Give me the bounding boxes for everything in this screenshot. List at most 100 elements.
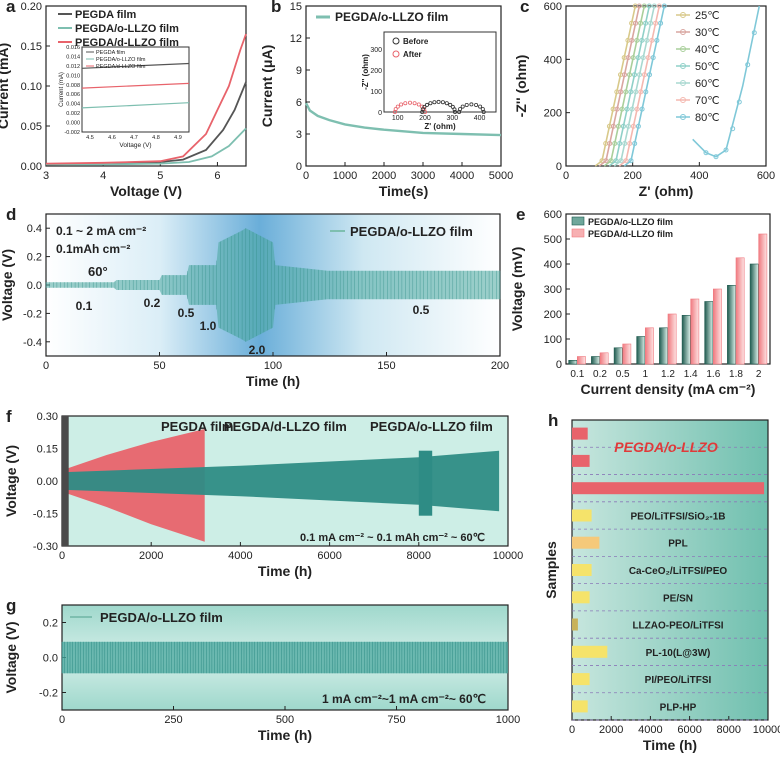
legend-entry: PEGDA/d-LLZO film (224, 419, 347, 434)
inset-x-tick: 100 (392, 115, 404, 122)
voltage-band-o-llzo (62, 450, 500, 512)
bar (644, 327, 654, 365)
impedance-point (636, 3, 642, 9)
inset-before-point (481, 110, 486, 115)
impedance-point (618, 158, 624, 164)
bar (572, 509, 592, 522)
inset-x-tick: 4.7 (130, 135, 138, 141)
y-tick-label: 0.00 (37, 476, 58, 488)
bar (572, 427, 588, 440)
inset-before-point (422, 104, 427, 109)
x-tick-label: 0 (43, 360, 49, 372)
impedance-point (644, 37, 650, 43)
impedance-point (745, 62, 751, 68)
x-tick-label: 8000 (407, 550, 431, 562)
x-tick-label: 50 (153, 360, 165, 372)
panel-letter: c (520, 0, 529, 16)
inset-legend-marker (392, 37, 400, 45)
impedance-point (639, 106, 645, 112)
impedance-point (646, 3, 652, 9)
x-tick-label: 1.6 (706, 369, 720, 380)
y-tick-label: 9 (296, 65, 302, 77)
inset-legend-entry: PEGDA film (96, 50, 125, 56)
sample-label: PPL (668, 539, 687, 550)
bar (735, 257, 745, 365)
bar (572, 673, 590, 686)
inset-y-tick: 0.006 (66, 92, 80, 98)
bar (622, 343, 632, 365)
impedance-point (647, 72, 652, 78)
inset-after-point (393, 107, 398, 112)
y-axis-label: Current (μA) (259, 45, 275, 127)
inset-legend-marker (392, 50, 400, 58)
x-axis-label: Time (h) (246, 373, 300, 389)
y-tick-label: 0 (556, 161, 562, 173)
y-tick-label: 0.30 (37, 411, 58, 423)
impedance-point (619, 106, 625, 112)
impedance-point (625, 55, 631, 61)
y-tick-label: 0.00 (21, 161, 42, 173)
panel-letter: b (271, 0, 281, 16)
x-tick-label: 2000 (139, 550, 163, 562)
inset-y-tick: 0.016 (66, 45, 80, 51)
y-tick-label: 0.15 (21, 41, 42, 53)
panel-f: 0 2000 4000 6000 8000 10000 -0.30 -0.15 0.00 0.15… (3, 407, 523, 579)
legend-marker (680, 46, 686, 52)
x-axis-label: Z' (ohm) (639, 183, 694, 199)
impedance-point (634, 37, 640, 43)
panel-letter: a (6, 0, 16, 16)
inset-after-point (422, 110, 427, 115)
x-tick-label: 5 (157, 170, 163, 182)
x-tick-label: 0 (59, 714, 65, 726)
voltage-envelope (46, 228, 500, 342)
inset-frame (81, 46, 190, 133)
rate-label: 2.0 (249, 343, 266, 357)
impedance-line (603, 5, 646, 167)
plot-frame (565, 5, 767, 167)
panel-h-background (572, 420, 768, 720)
inset-legend-entry: Before (403, 37, 429, 46)
impedance-point (703, 150, 709, 156)
highlight-label: PEGDA/o-LLZO (614, 439, 718, 455)
impedance-point (639, 37, 645, 43)
inset-after-point (412, 101, 417, 106)
impedance-point (629, 37, 635, 43)
impedance-point (613, 158, 619, 164)
impedance-point (649, 37, 655, 43)
rate-label: 0.2 (144, 296, 161, 310)
sample-label: PL-10(L@3W) (646, 648, 711, 659)
impedance-point (638, 89, 644, 95)
panel-b: 0 1000 2000 3000 4000 500003691215bTime(s)Cur… (259, 0, 513, 199)
inset-after-point (395, 104, 400, 109)
impedance-point (618, 89, 624, 95)
bar (576, 356, 586, 365)
bar (599, 352, 609, 365)
plot-frame (305, 5, 502, 167)
series-line-b (304, 102, 502, 137)
inset-x-tick: 4.5 (86, 135, 94, 141)
inset-after-point (403, 101, 408, 106)
inset-legend-entry: After (403, 50, 422, 59)
legend-marker (680, 80, 686, 86)
bar (591, 356, 600, 365)
impedance-point (658, 20, 664, 26)
impedance-point (622, 141, 628, 146)
impedance-point (638, 20, 644, 26)
inset-x-tick: 400 (474, 115, 486, 122)
impedance-point (713, 154, 719, 160)
inset-before-point (452, 107, 457, 112)
inset-x-tick: 4.8 (152, 135, 160, 141)
rate-label: 0.5 (178, 306, 195, 320)
impedance-point (620, 123, 626, 129)
panel-h: 0 2000 4000 6000 8000 10000 h Time (h) Samples PE… (543, 411, 780, 753)
inset-before-point (452, 110, 457, 115)
inset-y-tick: 100 (370, 89, 382, 96)
impedance-point (645, 55, 651, 61)
x-tick-label: 500 (276, 714, 294, 726)
panel-letter: g (6, 596, 16, 615)
legend-entry: PEGDA film (75, 9, 137, 21)
x-axis-label: Time(s) (379, 183, 429, 199)
impedance-point (723, 147, 729, 153)
y-axis-label: Voltage (mV) (509, 247, 525, 332)
